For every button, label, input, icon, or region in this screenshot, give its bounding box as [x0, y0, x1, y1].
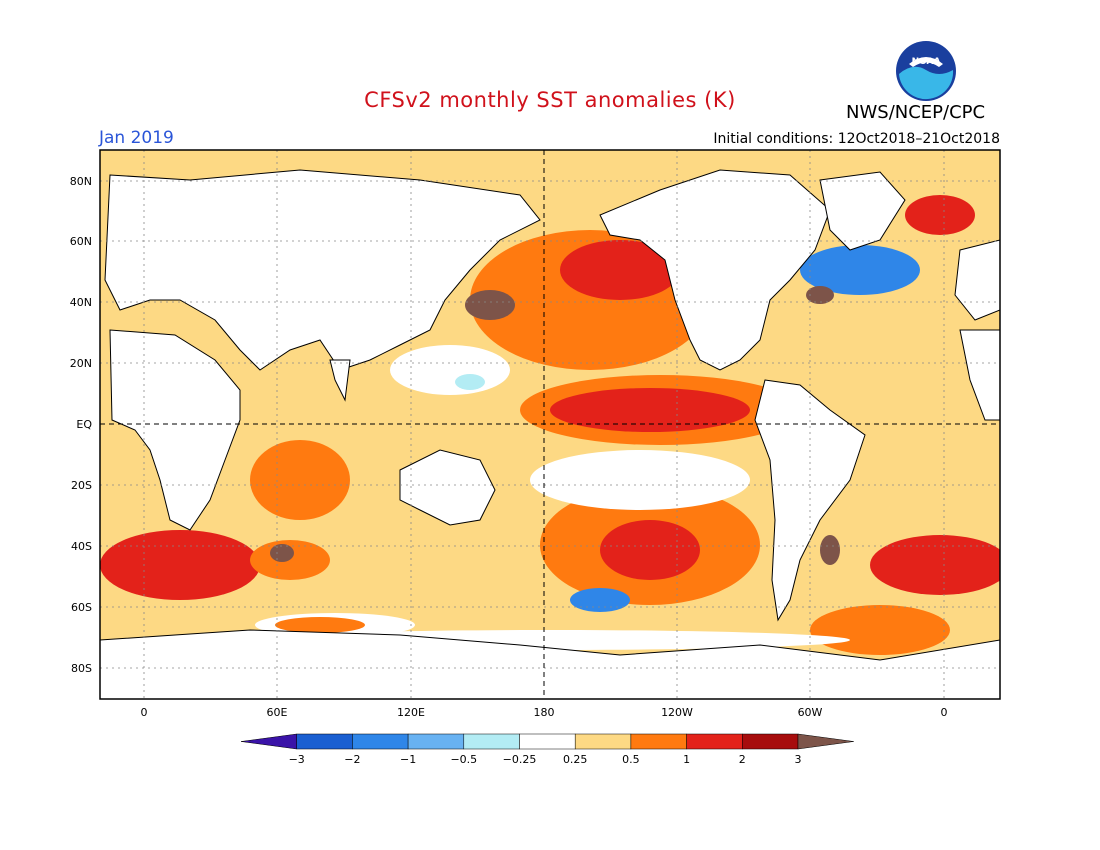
lon-label: 120W [661, 706, 693, 719]
lon-axis: 0 60E 120E 180 120W 60W 0 [141, 706, 948, 719]
forecast-month: Jan 2019 [99, 128, 174, 148]
colorbar-label: −3 [289, 753, 305, 766]
lat-axis: 80N 60N 40N 20N EQ 20S 40S 60S 80S [70, 175, 93, 675]
map-frame [99, 149, 1001, 700]
lat-label: 80S [71, 662, 92, 675]
colorbar-label: 0.5 [622, 753, 640, 766]
lon-label: 120E [397, 706, 425, 719]
agency-label: NWS/NCEP/CPC [846, 102, 986, 123]
noaa-logo-icon: NOAA [896, 41, 956, 101]
lat-label: 40S [71, 540, 92, 553]
anomaly-field [100, 185, 1000, 655]
colorbar-label: −1 [400, 753, 416, 766]
logo-text: NOAA [912, 57, 941, 67]
lat-label: 60N [70, 235, 92, 248]
colorbar-swatch [686, 733, 743, 750]
colorbar-swatch [296, 733, 353, 750]
colorbar-swatch [742, 733, 799, 750]
colorbar-arrow-high [797, 733, 854, 750]
colorbar: −3 −2 −1 −0.5 −0.25 0.25 0.5 1 2 3 [240, 733, 854, 766]
lat-label: 20S [71, 479, 92, 492]
colorbar-label: 3 [795, 753, 802, 766]
colorbar-label: −2 [344, 753, 360, 766]
lon-label: 60W [798, 706, 823, 719]
colorbar-arrow-low [240, 733, 297, 750]
colorbar-swatch [574, 733, 632, 750]
colorbar-label: −0.25 [503, 753, 537, 766]
colorbar-swatch [352, 733, 409, 750]
colorbar-label: 2 [739, 753, 746, 766]
lat-label: 40N [70, 296, 92, 309]
lon-label: 60E [267, 706, 288, 719]
graticule [100, 150, 1000, 699]
lat-label: 20N [70, 357, 92, 370]
colorbar-swatch [463, 733, 520, 750]
colorbar-label: 1 [683, 753, 690, 766]
lon-label: 0 [141, 706, 148, 719]
colorbar-swatch [630, 733, 687, 750]
colorbar-label: −0.5 [450, 753, 477, 766]
colorbar-label: 0.25 [563, 753, 588, 766]
colorbar-swatch [519, 733, 576, 750]
colorbar-swatch [407, 733, 465, 750]
lat-label: 80N [70, 175, 92, 188]
lat-label: EQ [76, 418, 92, 431]
lon-label: 0 [941, 706, 948, 719]
lat-label: 60S [71, 601, 92, 614]
chart-title: CFSv2 monthly SST anomalies (K) [364, 88, 736, 112]
initial-conditions: Initial conditions: 12Oct2018–21Oct2018 [713, 131, 1000, 147]
lon-label: 180 [534, 706, 555, 719]
